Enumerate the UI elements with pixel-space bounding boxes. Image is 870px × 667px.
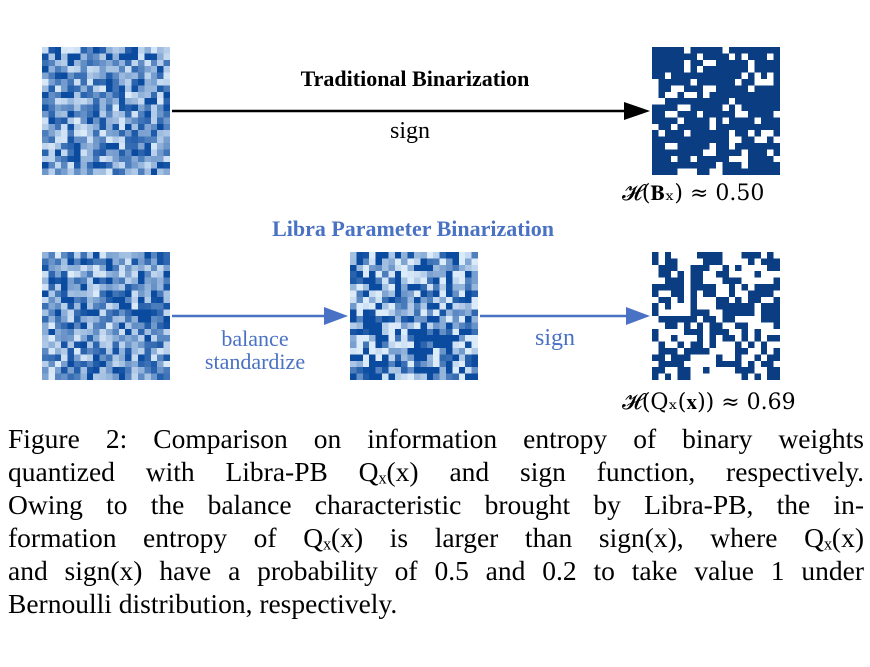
binary-weights-libra [652,252,780,380]
libra-arrow1-label: balance standardize [180,327,330,373]
traditional-arrowhead [624,102,650,120]
caption-line: Figure 2: Comparison on information entr… [8,423,864,454]
libra-arrowhead-2 [626,307,650,325]
libra-arrowhead-1 [324,307,348,325]
libra-arrow1-label-line2: standardize [204,349,306,374]
traditional-arrow-label: sign [389,118,430,144]
traditional-entropy: 𝓗(𝐁ₓ) ≈ 0.50 [622,181,765,206]
traditional-title: Traditional Binarization [300,66,530,91]
caption-line: Bernoulli distribution, respectively. [8,588,398,619]
binary-weights-traditional [652,47,780,175]
caption-line: formation entropy of Qₓ(x) is larger tha… [8,522,864,553]
libra-title: Libra Parameter Binarization [272,216,554,241]
balanced-standardized-weights [350,252,478,380]
arrows [172,102,650,325]
caption-line: Owing to the balance characteristic brou… [8,489,864,520]
libra-entropy: 𝓗(Qₓ(𝐱)) ≈ 0.69 [622,390,796,415]
libra-arrow2-label: sign [534,325,575,351]
caption-line: and sign(x) have a probability of 0.5 an… [8,555,864,586]
full-precision-weights-top [42,47,170,175]
full-precision-weights-bottom [42,252,170,380]
caption-line: quantized with Libra-PB Qₓ(x) and sign f… [8,456,864,487]
figure-caption: Figure 2: Comparison on information entr… [8,422,864,620]
libra-arrow1-label-line1: balance [221,326,289,351]
